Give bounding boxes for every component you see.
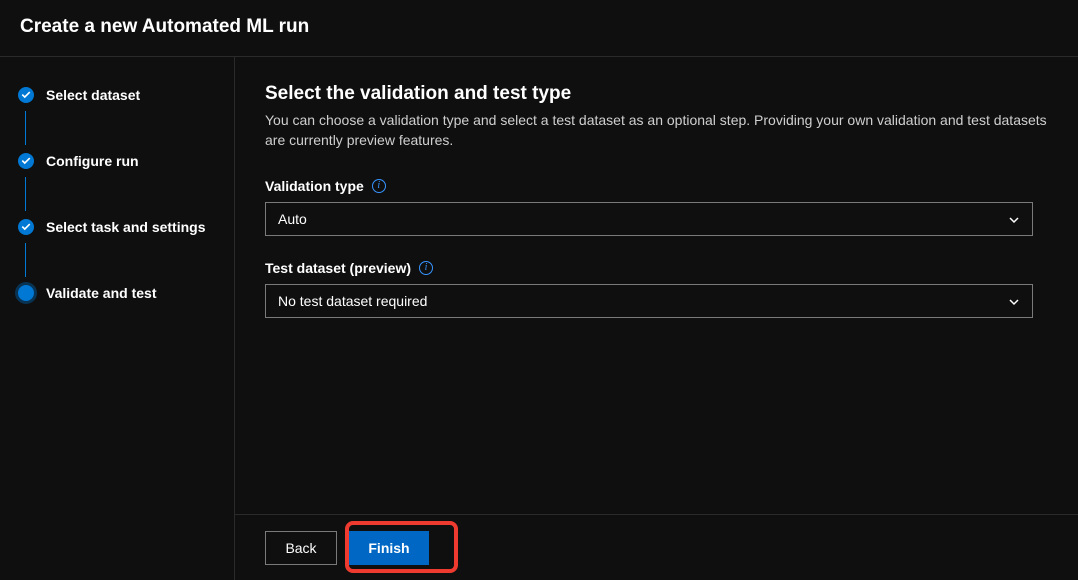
wizard-steps-sidebar: Select dataset Configure run Select task… bbox=[0, 57, 235, 580]
page-body: Select dataset Configure run Select task… bbox=[0, 57, 1078, 580]
wizard-footer: Back Finish bbox=[235, 514, 1078, 580]
step-configure-run[interactable]: Configure run bbox=[18, 153, 216, 169]
info-icon[interactable]: i bbox=[419, 261, 433, 275]
page-header: Create a new Automated ML run bbox=[0, 0, 1078, 57]
section-title: Select the validation and test type bbox=[265, 83, 1048, 105]
step-select-dataset[interactable]: Select dataset bbox=[18, 87, 216, 103]
page-title: Create a new Automated ML run bbox=[20, 16, 1058, 38]
validation-type-label: Validation type bbox=[265, 178, 364, 194]
checkmark-icon bbox=[18, 219, 34, 235]
main-panel: Select the validation and test type You … bbox=[235, 57, 1078, 580]
test-dataset-value: No test dataset required bbox=[278, 293, 427, 309]
finish-button[interactable]: Finish bbox=[349, 531, 429, 565]
test-dataset-label: Test dataset (preview) bbox=[265, 260, 411, 276]
test-dataset-label-row: Test dataset (preview) i bbox=[265, 260, 1048, 276]
chevron-down-icon bbox=[1008, 213, 1020, 225]
active-step-icon bbox=[18, 285, 34, 301]
step-label: Select task and settings bbox=[46, 219, 206, 235]
step-connector bbox=[25, 111, 26, 145]
section-description: You can choose a validation type and sel… bbox=[265, 111, 1048, 150]
step-validate-test[interactable]: Validate and test bbox=[18, 285, 216, 301]
validation-type-label-row: Validation type i bbox=[265, 178, 1048, 194]
back-button[interactable]: Back bbox=[265, 531, 337, 565]
step-connector bbox=[25, 177, 26, 211]
step-select-task[interactable]: Select task and settings bbox=[18, 219, 216, 235]
checkmark-icon bbox=[18, 87, 34, 103]
test-dataset-select[interactable]: No test dataset required bbox=[265, 284, 1033, 318]
checkmark-icon bbox=[18, 153, 34, 169]
info-icon[interactable]: i bbox=[372, 179, 386, 193]
step-label: Validate and test bbox=[46, 285, 156, 301]
validation-type-select[interactable]: Auto bbox=[265, 202, 1033, 236]
chevron-down-icon bbox=[1008, 295, 1020, 307]
step-label: Configure run bbox=[46, 153, 139, 169]
step-label: Select dataset bbox=[46, 87, 140, 103]
step-connector bbox=[25, 243, 26, 277]
content-area: Select the validation and test type You … bbox=[235, 57, 1078, 514]
validation-type-value: Auto bbox=[278, 211, 307, 227]
